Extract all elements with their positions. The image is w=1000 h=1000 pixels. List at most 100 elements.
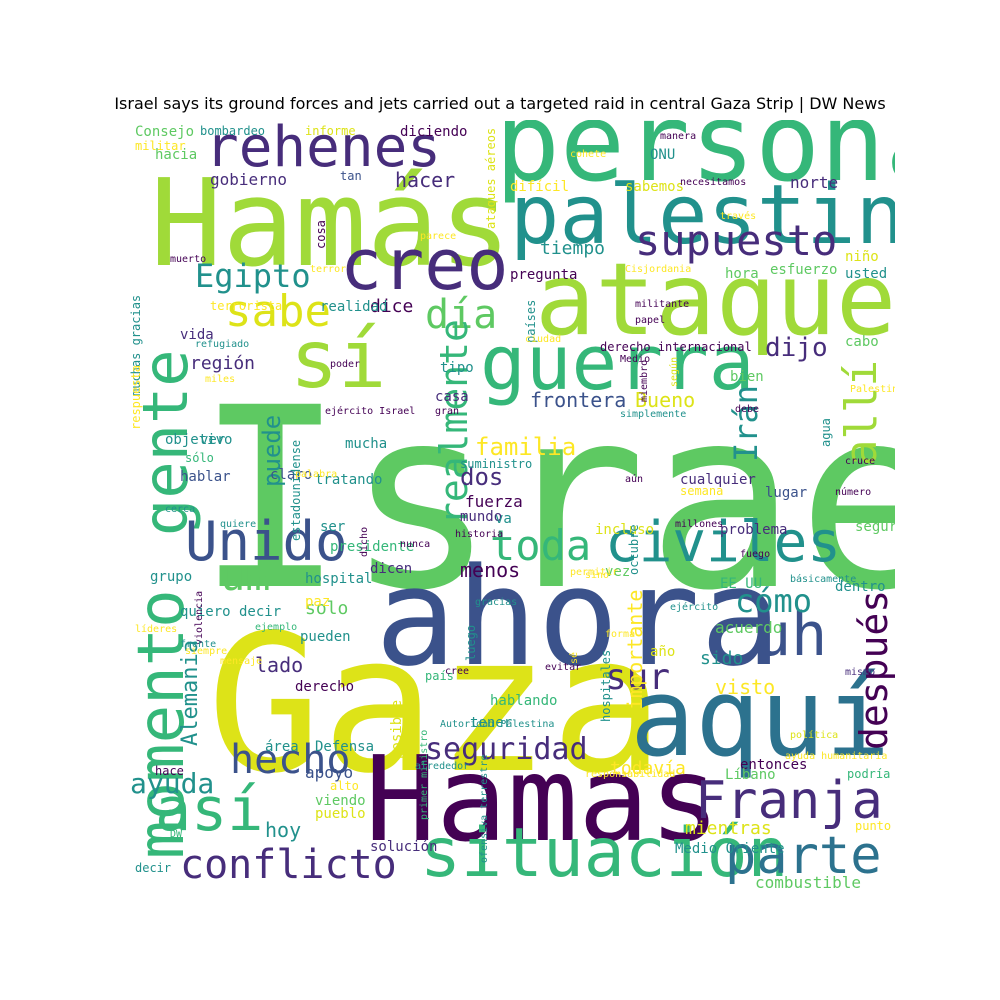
- cloud-word: estadounidense: [289, 439, 303, 541]
- cloud-word: hecho: [230, 737, 351, 783]
- cloud-word: importante: [623, 589, 647, 710]
- cloud-word: debe: [735, 404, 760, 415]
- cloud-word: pregunta: [510, 267, 578, 283]
- cloud-word: suministro: [460, 457, 533, 471]
- cloud-word: palabra: [295, 469, 338, 480]
- cloud-word: refugiado: [195, 339, 250, 350]
- cloud-word: ejemplo: [255, 622, 298, 633]
- cloud-word: um: [220, 551, 271, 600]
- cloud-word: Autoridad Palestina: [440, 719, 555, 730]
- cloud-word: seguridad: [425, 732, 588, 767]
- cloud-word: manera: [660, 131, 697, 142]
- cloud-word: hacer: [395, 168, 456, 192]
- cloud-word: sur: [605, 657, 671, 698]
- cloud-word: aún: [625, 474, 644, 485]
- cloud-word: hablando: [490, 693, 558, 709]
- cloud-word: cómo: [735, 582, 813, 620]
- cloud-word: alto: [330, 779, 359, 793]
- cloud-word: pueblo: [315, 806, 366, 822]
- cloud-word: guerra: [480, 318, 755, 407]
- cloud-word: Medio Oriente: [675, 841, 785, 857]
- cloud-word: parece: [420, 231, 457, 242]
- cloud-word: vez: [605, 564, 631, 580]
- cloud-word: sabe: [225, 286, 331, 337]
- cloud-word: militante: [635, 299, 690, 310]
- cloud-word: muerto: [170, 254, 207, 265]
- cloud-word: acuerdo: [715, 618, 783, 637]
- cloud-word: palestino: [510, 168, 895, 263]
- cloud-word: supuesto: [635, 216, 838, 265]
- chart-title: Israel says its ground forces and jets c…: [114, 94, 886, 113]
- cloud-word: Palestina: [850, 384, 895, 395]
- cloud-word: Defensa: [315, 739, 375, 755]
- cloud-word: cohete: [570, 149, 607, 160]
- cloud-word: terrorista: [210, 299, 283, 313]
- cloud-word: simplemente: [620, 409, 687, 420]
- cloud-word: ejército Israel: [325, 406, 416, 417]
- cloud-word: Consejo: [135, 124, 195, 140]
- cloud-word: cosa: [314, 219, 328, 249]
- cloud-word: ver: [200, 432, 226, 448]
- cloud-word: forma: [605, 629, 636, 640]
- cloud-word: problema: [720, 522, 788, 538]
- cloud-word: ciudad: [525, 334, 562, 345]
- cloud-word: conflicto: [180, 842, 397, 888]
- cloud-word: Hamas: [365, 730, 721, 868]
- cloud-word: hacia: [155, 147, 198, 163]
- cloud-word: papel: [635, 315, 666, 326]
- cloud-word: semana: [680, 484, 724, 498]
- cloud-word: necesitamos: [680, 177, 747, 188]
- cloud-word: toda: [490, 521, 592, 570]
- cloud-word: cualquier: [680, 472, 756, 488]
- cloud-word: Unido: [185, 510, 348, 573]
- cloud-word: claro: [270, 467, 313, 483]
- cloud-word: tener: [470, 715, 513, 731]
- cloud-word: seguro: [855, 519, 895, 535]
- cloud-word: parte: [725, 826, 882, 886]
- cloud-word: niño: [845, 249, 879, 265]
- cloud-word: tratando: [315, 472, 383, 488]
- cloud-word: Israel: [195, 354, 895, 645]
- cloud-word: quiere: [220, 519, 257, 530]
- cloud-word: objetivo: [165, 432, 233, 448]
- cloud-word: derecho internacional: [600, 340, 752, 354]
- cloud-word: fuerza: [465, 492, 523, 511]
- cloud-word: lado: [255, 653, 304, 677]
- cloud-word: Gaza: [207, 594, 665, 815]
- cloud-word: EE UU: [720, 576, 763, 592]
- cloud-word: nunca: [400, 539, 431, 550]
- cloud-word: grupo: [150, 569, 193, 585]
- cloud-word: Franja: [695, 771, 883, 831]
- cloud-word: región: [190, 353, 256, 374]
- word-cloud: IsraelGazaahoraHamasHamáspersonaataquepa…: [125, 120, 895, 890]
- cloud-word: hace: [155, 764, 184, 778]
- cloud-word: mientras: [685, 818, 772, 839]
- cloud-word: así: [155, 775, 264, 845]
- cloud-word: bombardeo: [200, 124, 266, 138]
- cloud-word: solo: [305, 598, 349, 619]
- cloud-word: país: [425, 669, 454, 683]
- cloud-word: civiles: [605, 510, 842, 575]
- cloud-word: incluso: [595, 522, 655, 538]
- cloud-word: ahora: [375, 539, 782, 696]
- cloud-word: menos: [460, 558, 521, 582]
- cloud-word: sólo: [185, 451, 214, 465]
- cloud-word: fuego: [740, 549, 771, 560]
- cloud-word: podría: [847, 767, 891, 781]
- cloud-word: informe: [305, 124, 356, 138]
- cloud-word: dicen: [370, 561, 413, 577]
- cloud-word: número: [835, 487, 872, 498]
- cloud-word: sino: [585, 570, 610, 581]
- cloud-word: responsabilidad: [585, 769, 676, 780]
- cloud-word: evitar: [545, 662, 582, 673]
- cloud-word: viendo: [315, 793, 366, 809]
- cloud-word: año: [650, 644, 676, 660]
- cloud-word: hoy: [265, 818, 302, 842]
- cloud-word: Bueno: [635, 388, 696, 412]
- cloud-word: apoyo: [305, 763, 354, 782]
- cloud-word: lugar: [765, 485, 808, 501]
- cloud-word: dijo: [765, 333, 828, 363]
- cloud-word: frontera: [530, 388, 627, 412]
- cloud-word: familia: [475, 433, 577, 461]
- cloud-word: entonces: [740, 757, 808, 773]
